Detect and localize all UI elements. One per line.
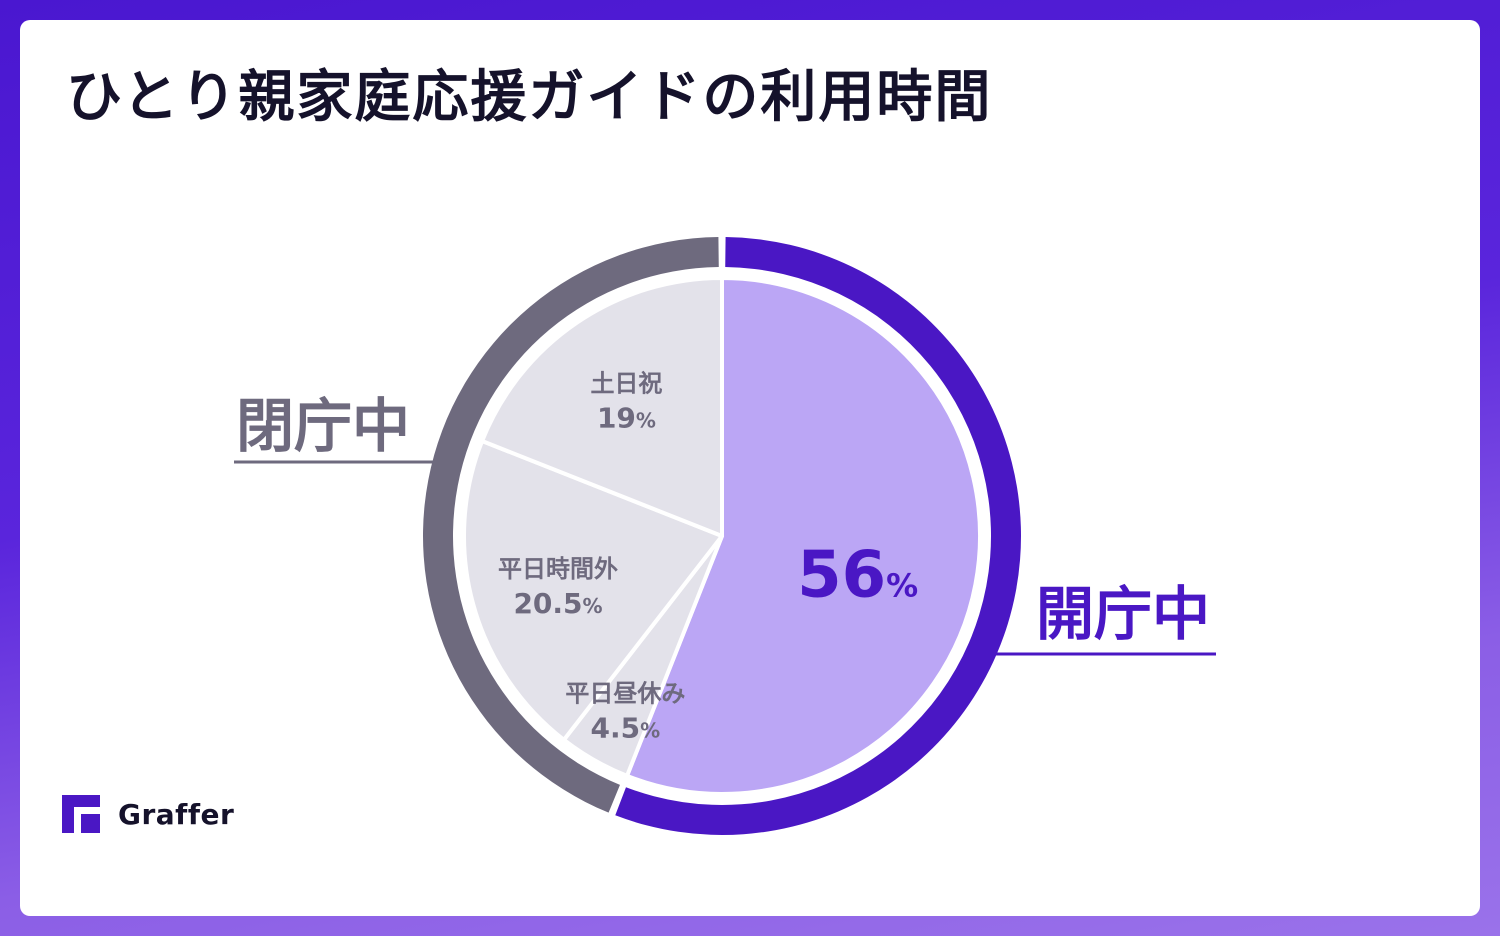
pie-slice-2 (462, 439, 724, 742)
pie-slice-0 (625, 276, 982, 796)
slice-label-3: 土日祝 (590, 369, 662, 397)
brand: Graffer (62, 795, 234, 833)
ring-closed (423, 237, 719, 813)
brand-name: Graffer (118, 797, 235, 831)
slice-value-2: 20.5% (513, 587, 602, 620)
slice-label-1: 平日昼休み (565, 679, 685, 707)
group-label-open: 開庁中 (1036, 580, 1210, 648)
graffer-logo-icon (62, 795, 100, 833)
slice-value-1: 4.5% (591, 711, 661, 744)
pie-slice-3 (480, 276, 724, 538)
slice-value-3: 19% (597, 401, 656, 434)
chart-title: ひとり親家庭応援ガイドの利用時間 (66, 65, 993, 130)
group-label-closed: 閉庁中 (236, 392, 410, 460)
slice-label-2: 平日時間外 (498, 555, 618, 583)
slice-value-0: 56% (797, 539, 918, 613)
